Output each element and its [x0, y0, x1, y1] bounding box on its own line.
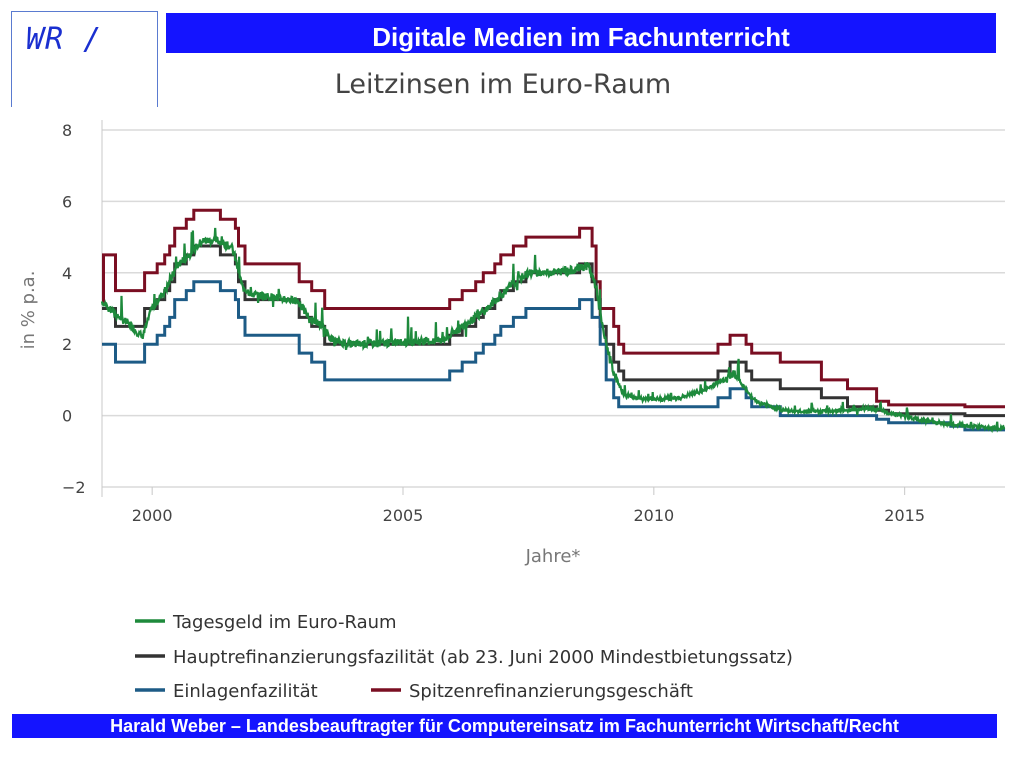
slide-title: Digitale Medien im Fachunterricht — [372, 22, 790, 52]
legend-label: Tagesgeld im Euro-Raum — [172, 612, 397, 633]
legend-label: Hauptrefinanzierungsfazilität (ab 23. Ju… — [173, 647, 793, 668]
y-tick-label: −2 — [62, 478, 86, 497]
x-tick-label: 2005 — [383, 506, 424, 525]
series-line-0 — [100, 227, 1006, 434]
y-tick-label: 0 — [62, 407, 72, 426]
y-tick-labels: 8 6 4 2 0 −2 — [62, 121, 86, 497]
series-line-2 — [102, 280, 1005, 432]
chart-series — [100, 208, 1006, 434]
series-line-3 — [102, 208, 1005, 409]
footer-bar: Harald Weber – Landesbeauftragter für Co… — [12, 714, 997, 738]
y-tick-label: 8 — [62, 121, 72, 140]
y-tick-label: 4 — [62, 264, 72, 283]
chart-legend: Tagesgeld im Euro-Raum Hauptrefinanzierun… — [135, 612, 793, 702]
legend-label: Einlagenfazilität — [173, 681, 318, 702]
legend-label: Spitzenrefinanzierungsgeschäft — [409, 681, 693, 702]
footer-text: Harald Weber – Landesbeauftragter für Co… — [110, 716, 899, 736]
x-tick-label: 2015 — [884, 506, 925, 525]
y-axis-label: in % p.a. — [18, 271, 39, 350]
chart-svg: Leitzinsen im Euro-Raum 8 6 4 2 0 −2 2000 2005… — [18, 69, 1006, 702]
x-tick-label: 2010 — [633, 506, 674, 525]
y-tick-label: 2 — [62, 335, 72, 354]
chart-title: Leitzinsen im Euro-Raum — [335, 69, 671, 100]
y-tick-label: 6 — [62, 192, 72, 211]
x-tick-labels: 2000 2005 2010 2015 — [132, 487, 925, 525]
slide-title-bar: Digitale Medien im Fachunterricht — [166, 13, 996, 53]
logo-box: WR / — [11, 11, 158, 107]
logo-text: WR / — [26, 22, 103, 57]
x-axis-label: Jahre* — [525, 546, 581, 567]
x-tick-label: 2000 — [132, 506, 173, 525]
